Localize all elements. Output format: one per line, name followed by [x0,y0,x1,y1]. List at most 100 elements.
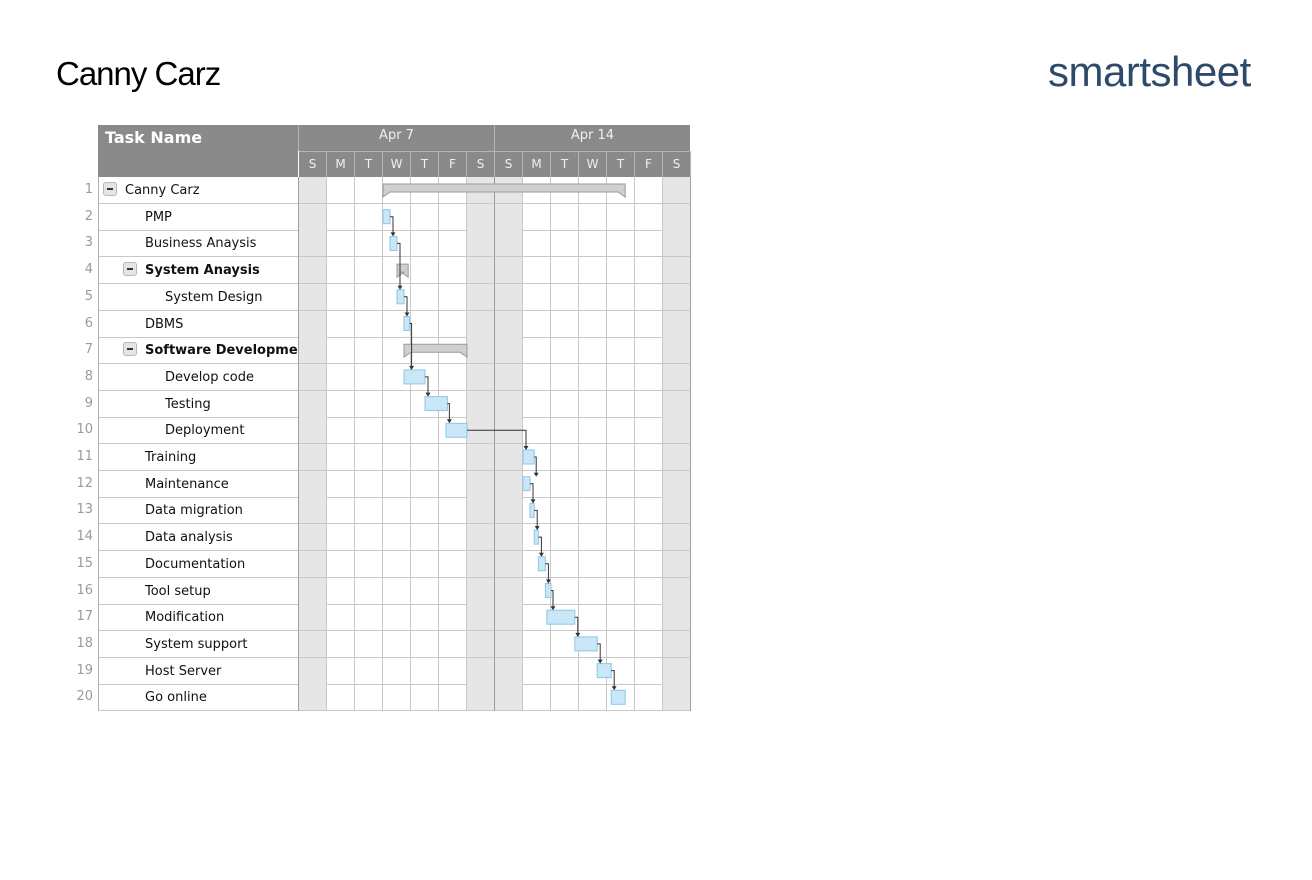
grid-cell[interactable] [327,203,355,231]
summary-bar[interactable] [382,183,626,198]
grid-cell[interactable] [523,390,551,418]
grid-cell[interactable] [663,177,691,204]
grid-cell[interactable] [551,257,579,285]
grid-cell[interactable] [355,524,383,552]
grid-cell[interactable] [411,470,439,498]
grid-cell[interactable] [383,657,411,685]
grid-cell[interactable] [635,577,663,605]
grid-cell[interactable] [327,417,355,445]
grid-cell[interactable] [439,363,467,391]
task-row[interactable]: Testing [98,390,298,418]
grid-cell[interactable] [635,310,663,338]
task-row[interactable]: Maintenance [98,470,298,498]
grid-cell[interactable] [607,470,635,498]
grid-cell[interactable] [327,577,355,605]
grid-cell[interactable] [523,417,551,445]
grid-cell[interactable] [551,230,579,258]
task-row[interactable]: Training [98,444,298,471]
grid-cell[interactable] [411,604,439,632]
grid-cell[interactable] [439,310,467,338]
grid-cell[interactable] [635,177,663,204]
grid-cell[interactable] [579,577,607,605]
grid-cell[interactable] [467,390,495,418]
grid-cell[interactable] [299,577,327,605]
grid-cell[interactable] [579,390,607,418]
grid-cell[interactable] [327,550,355,578]
task-bar[interactable] [596,663,612,679]
grid-cell[interactable] [355,257,383,285]
grid-cell[interactable] [607,337,635,365]
grid-cell[interactable] [327,337,355,365]
grid-cell[interactable] [495,203,523,231]
grid-cell[interactable] [439,657,467,685]
grid-cell[interactable] [327,177,355,204]
grid-cell[interactable] [607,604,635,632]
grid-cell[interactable] [327,257,355,285]
grid-cell[interactable] [551,657,579,685]
grid-cell[interactable] [327,684,355,712]
grid-cell[interactable] [467,337,495,365]
grid-cell[interactable] [663,630,691,658]
grid-cell[interactable] [383,203,411,231]
task-row[interactable]: System Design [98,283,298,311]
task-row[interactable]: Develop code [98,363,298,391]
grid-cell[interactable] [327,470,355,498]
grid-cell[interactable] [383,550,411,578]
task-bar[interactable] [396,289,405,305]
grid-cell[interactable] [551,550,579,578]
grid-cell[interactable] [523,337,551,365]
grid-cell[interactable] [383,390,411,418]
grid-cell[interactable] [467,657,495,685]
grid-cell[interactable] [439,550,467,578]
collapse-icon[interactable] [123,262,137,277]
grid-cell[interactable] [607,524,635,552]
grid-cell[interactable] [355,470,383,498]
grid-cell[interactable] [467,310,495,338]
grid-cell[interactable] [439,203,467,231]
grid-cell[interactable] [327,390,355,418]
grid-cell[interactable] [579,470,607,498]
grid-cell[interactable] [635,604,663,632]
grid-cell[interactable] [495,577,523,605]
grid-cell[interactable] [635,337,663,365]
grid-cell[interactable] [495,337,523,365]
grid-cell[interactable] [523,550,551,578]
grid-cell[interactable] [607,203,635,231]
grid-cell[interactable] [551,363,579,391]
grid-cell[interactable] [495,390,523,418]
grid-cell[interactable] [467,630,495,658]
grid-cell[interactable] [467,470,495,498]
grid-cell[interactable] [439,390,467,418]
grid-cell[interactable] [411,684,439,712]
grid-cell[interactable] [551,577,579,605]
grid-cell[interactable] [635,657,663,685]
grid-cell[interactable] [495,257,523,285]
collapse-icon[interactable] [103,182,117,196]
grid-cell[interactable] [467,524,495,552]
grid-cell[interactable] [467,444,495,471]
grid-cell[interactable] [383,444,411,471]
grid-cell[interactable] [439,257,467,285]
grid-cell[interactable] [411,283,439,311]
collapse-icon[interactable] [123,342,137,357]
grid-cell[interactable] [635,444,663,471]
grid-cell[interactable] [327,497,355,525]
grid-cell[interactable] [383,257,411,285]
grid-cell[interactable] [355,337,383,365]
grid-cell[interactable] [551,604,579,632]
grid-cell[interactable] [579,444,607,471]
grid-cell[interactable] [299,417,327,445]
task-row[interactable]: Go online [98,684,298,712]
grid-cell[interactable] [299,497,327,525]
grid-cell[interactable] [663,684,691,712]
grid-cell[interactable] [551,310,579,338]
grid-cell[interactable] [607,310,635,338]
grid-cell[interactable] [411,310,439,338]
grid-cell[interactable] [299,257,327,285]
grid-cell[interactable] [523,363,551,391]
grid-cell[interactable] [383,604,411,632]
task-row[interactable]: Host Server [98,657,298,685]
task-bar[interactable] [533,529,539,545]
grid-cell[interactable] [355,497,383,525]
task-bar[interactable] [382,209,391,225]
